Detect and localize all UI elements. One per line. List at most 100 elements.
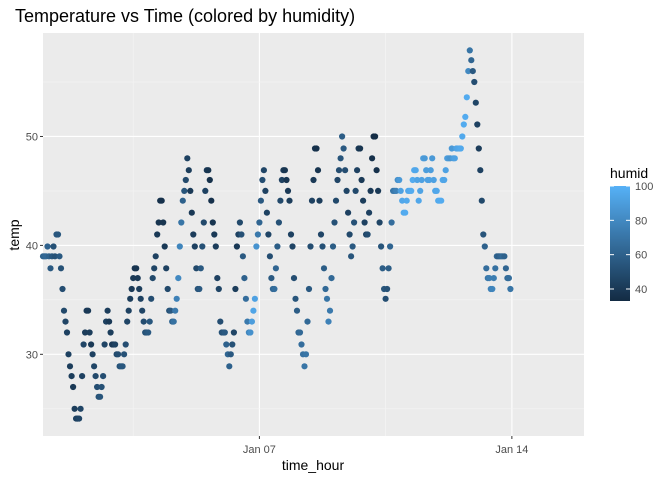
data-point xyxy=(148,295,155,302)
x-axis-title: time_hour xyxy=(282,457,345,473)
data-point xyxy=(209,219,216,226)
data-point xyxy=(139,307,146,314)
data-point xyxy=(212,243,219,250)
data-point xyxy=(475,145,482,152)
data-point xyxy=(239,253,246,260)
data-point xyxy=(187,187,194,194)
data-point xyxy=(387,243,394,250)
data-point xyxy=(307,243,314,250)
data-point xyxy=(230,329,237,336)
data-point xyxy=(140,318,147,325)
data-point xyxy=(259,176,266,184)
data-point xyxy=(329,243,337,250)
data-point xyxy=(268,275,275,282)
data-point xyxy=(232,285,239,293)
data-point xyxy=(124,318,131,325)
data-point xyxy=(254,231,261,238)
data-point xyxy=(62,318,69,325)
data-point xyxy=(331,219,338,226)
data-point xyxy=(507,285,514,293)
data-point xyxy=(277,197,284,204)
data-point xyxy=(229,341,236,348)
data-point xyxy=(376,219,383,226)
data-point xyxy=(382,295,389,302)
data-point xyxy=(393,187,400,194)
y-tick-label: 40 xyxy=(26,240,38,252)
data-point xyxy=(176,243,183,250)
data-point xyxy=(328,275,335,282)
data-point xyxy=(215,285,222,293)
data-point xyxy=(302,351,310,358)
data-point xyxy=(217,318,224,325)
data-point xyxy=(199,243,206,250)
data-point xyxy=(57,265,65,272)
data-point xyxy=(197,265,204,272)
data-point xyxy=(278,176,285,184)
data-point xyxy=(173,295,180,302)
data-point xyxy=(214,275,221,282)
data-point xyxy=(361,219,368,226)
data-point xyxy=(260,167,267,174)
data-point xyxy=(501,253,508,260)
data-point xyxy=(274,243,281,250)
data-point xyxy=(233,243,240,250)
data-point xyxy=(308,197,316,204)
data-point xyxy=(403,197,410,204)
data-point xyxy=(317,231,325,238)
y-tick-label: 30 xyxy=(26,349,38,361)
data-point xyxy=(200,219,207,226)
plot-panel xyxy=(43,33,584,436)
data-point xyxy=(146,318,153,325)
grid-lines xyxy=(43,33,584,436)
data-point xyxy=(466,47,473,54)
data-point xyxy=(71,405,78,412)
data-point xyxy=(283,176,290,184)
data-point xyxy=(364,231,371,238)
data-point xyxy=(112,341,119,348)
data-point xyxy=(415,197,422,204)
data-point xyxy=(82,329,89,336)
data-point xyxy=(65,351,72,358)
data-point xyxy=(375,187,382,194)
legend-ticks: 40 60 80 100 xyxy=(610,181,653,296)
data-point xyxy=(121,351,128,358)
data-point xyxy=(167,307,174,314)
data-point xyxy=(489,285,496,293)
data-point xyxy=(107,329,114,336)
data-point xyxy=(325,318,332,325)
data-point xyxy=(478,197,485,204)
data-point xyxy=(486,275,493,282)
data-point xyxy=(316,197,323,204)
data-point xyxy=(80,341,87,348)
data-point xyxy=(469,68,476,75)
data-point xyxy=(265,231,272,238)
data-point xyxy=(505,275,512,282)
data-point xyxy=(68,373,75,380)
data-point xyxy=(89,351,96,358)
data-point xyxy=(342,167,349,174)
data-point xyxy=(334,176,341,184)
data-point xyxy=(250,307,257,314)
data-point xyxy=(158,197,165,204)
data-point xyxy=(251,295,258,302)
data-point xyxy=(373,167,380,174)
data-point xyxy=(441,176,448,184)
data-point xyxy=(430,176,437,184)
data-point xyxy=(257,197,264,204)
x-tick-label: Jan 07 xyxy=(243,444,276,456)
data-point xyxy=(480,231,487,238)
data-point xyxy=(47,265,54,272)
data-point xyxy=(462,113,469,120)
data-point xyxy=(263,209,270,216)
data-point xyxy=(345,209,352,216)
legend-tick-label: 100 xyxy=(635,181,653,193)
data-point xyxy=(298,341,305,348)
data-point xyxy=(304,318,311,325)
data-point xyxy=(101,341,108,348)
data-point xyxy=(483,265,490,272)
data-point xyxy=(477,167,484,174)
data-point xyxy=(305,285,313,293)
data-point xyxy=(106,318,113,325)
data-point xyxy=(323,295,331,302)
data-point xyxy=(76,415,83,422)
